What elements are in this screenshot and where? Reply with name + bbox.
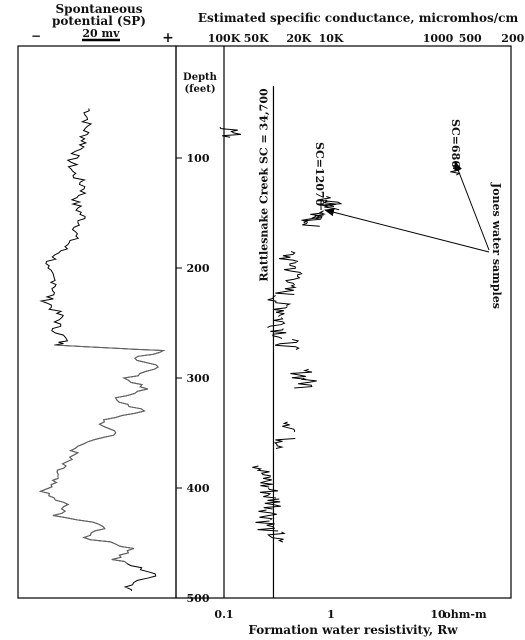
sp-scale-label: 20 mv [82,27,120,40]
top-tick-50K: 50K [244,32,269,45]
rw-segment [272,306,288,317]
sp-trace-gray-line [38,344,166,564]
rw-segment [284,262,301,273]
arrow-to-sample1 [454,161,490,251]
rattlesnake-creek-label: Rattlesnake Creek SC = 34,700 [257,88,270,282]
sp-scale-minus: − [31,29,41,43]
depth-tick-300: 300 [187,372,210,385]
rw-segment [282,421,296,433]
rw-segment [302,215,321,227]
bottom-tick-1: 1 [327,608,335,621]
rw-segment [219,126,242,138]
top-tick-1000: 1000 [423,32,454,45]
top-tick-labels: 100K 50K 20K 10K 1000 500 200 [208,32,525,45]
top-tick-200: 200 [501,32,524,45]
rw-segment [266,531,286,543]
sp-title-line2: potential (SP) [52,14,146,28]
rw-segment [267,317,286,328]
rw-segment [285,273,303,284]
rw-segment [252,465,272,477]
sp-panel-frame [17,45,177,599]
depth-tick-200: 200 [187,262,210,275]
rw-segment [273,438,296,449]
rw-segment [263,498,281,510]
rw-log-segments [219,126,461,543]
rw-segment [255,520,279,532]
x-unit-label: ohm-m [443,608,487,621]
sample-mark-1 [450,166,461,176]
rw-segment [259,487,279,499]
sample-mark-2 [314,210,326,220]
depth-tick-100: 100 [187,152,210,165]
jones-samples-label: Jones water samples [490,182,503,309]
rw-segment [258,509,277,521]
rw-segment [260,476,273,488]
rw-segment [322,199,340,211]
resistivity-panel-frame [175,45,512,599]
top-tick-100K: 100K [208,32,241,45]
top-tick-500: 500 [459,32,482,45]
sp-title-line1: Spontaneous [56,2,143,16]
arrow-to-sample2 [324,208,490,253]
x-axis-title: Formation water resistivity, Rw [248,623,458,637]
top-axis-title: Estimated specific conductance, micromho… [198,11,519,25]
top-tick-20K: 20K [286,32,311,45]
sample1-label: SC=686 [449,119,462,168]
rw-segment [319,196,343,207]
bottom-tick-labels: 0.1 1 10 [214,608,446,621]
depth-tick-500: 500 [187,592,210,605]
depth-tick-labels: 100 200 300 400 500 [176,152,210,605]
rw-segment [267,295,292,306]
rw-segment [275,284,297,295]
sp-scale-plus: + [162,30,174,46]
rw-segment [274,339,300,350]
depth-label-line2: (feet) [184,84,215,95]
depth-tick-400: 400 [187,482,210,495]
rw-segment [294,377,317,389]
sample2-label: SC=12070 [313,142,326,207]
rw-segment [270,328,287,339]
depth-label-line1: Depth [183,72,218,83]
top-tick-10K: 10K [319,32,344,45]
bottom-tick-0.1: 0.1 [214,608,233,621]
rw-segment [290,368,313,380]
rw-segment [278,251,299,262]
bottom-tick-10: 10 [430,608,446,621]
